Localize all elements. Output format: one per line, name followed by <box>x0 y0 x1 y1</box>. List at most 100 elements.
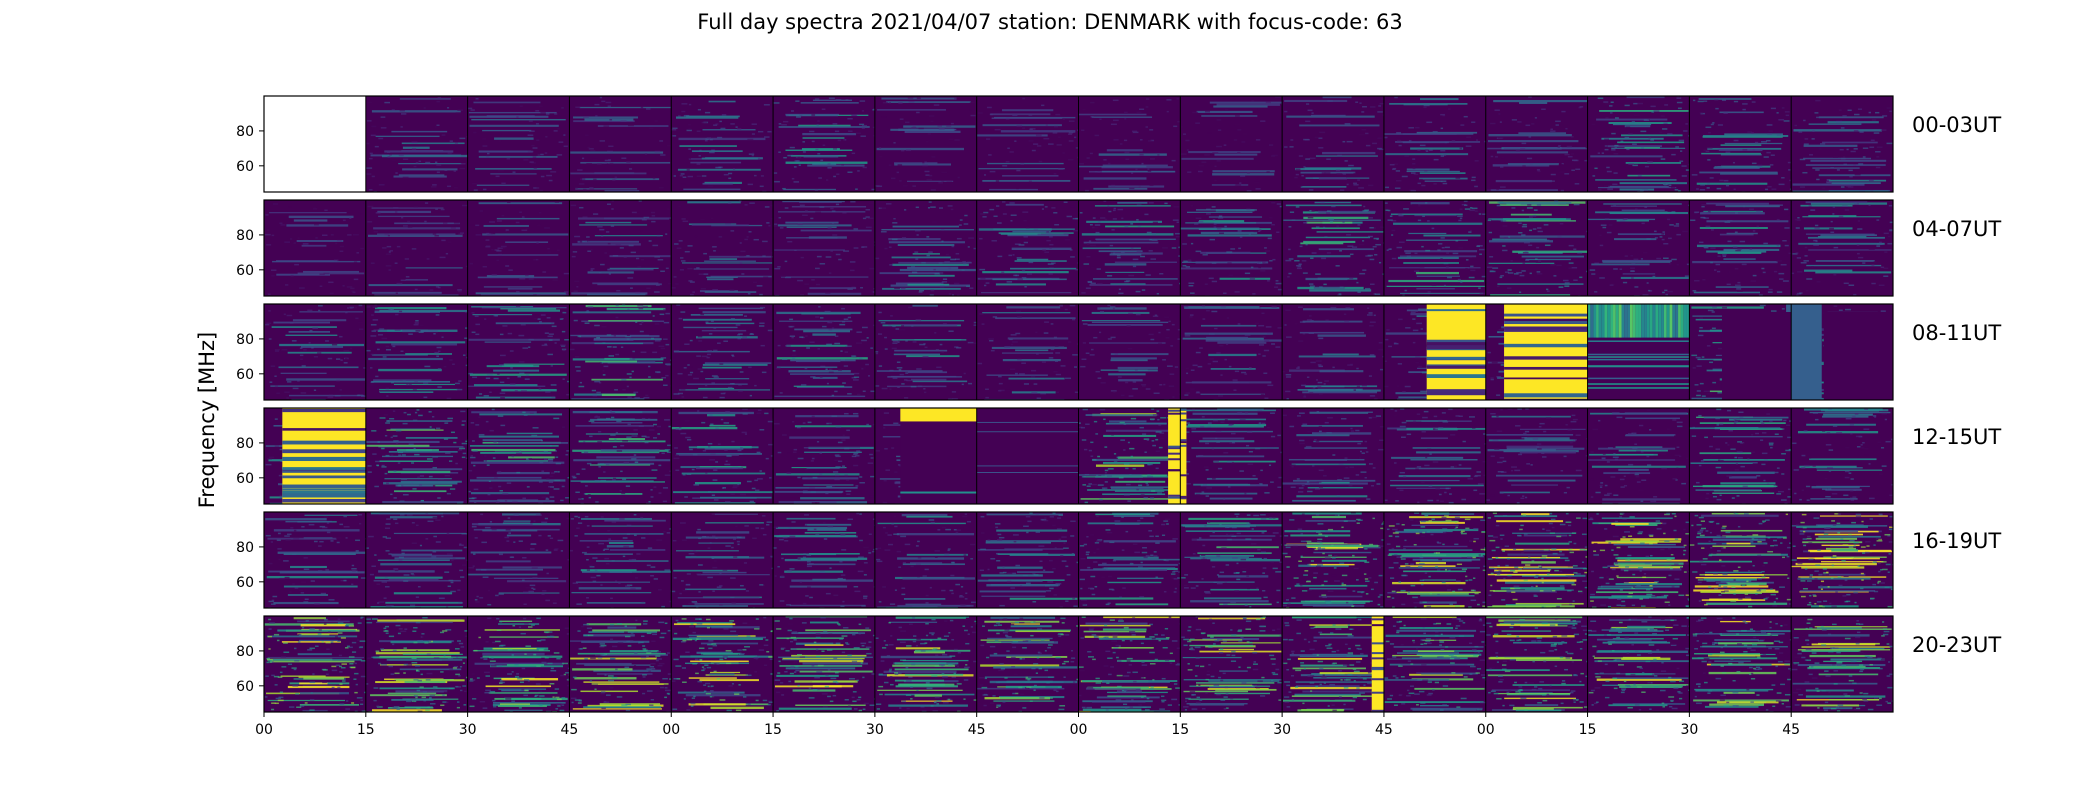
row-frame <box>263 407 1894 505</box>
spectrum-panel <box>1587 616 1690 712</box>
spectrum-panel <box>1282 96 1384 192</box>
row-label: 08-11UT <box>1912 321 2001 345</box>
y-tick-label: 60 <box>236 471 254 487</box>
x-tick-label: 45 <box>561 722 579 738</box>
spectrum-panel <box>1078 616 1181 712</box>
spectrum-panel <box>773 304 875 400</box>
spectrum-panel <box>467 200 570 296</box>
spectrum-panel <box>365 200 468 296</box>
x-tick-label: 15 <box>1171 722 1189 738</box>
spectrum-panel <box>365 616 468 712</box>
spectra-row-04-07UT: 60 80 04-07UT <box>236 199 2001 297</box>
spectrum-panel <box>1282 200 1384 296</box>
x-tick-label: 00 <box>662 722 680 738</box>
row-label: 20-23UT <box>1912 633 2001 657</box>
spectrum-panel <box>1078 512 1181 608</box>
spectrum-panel <box>467 96 570 192</box>
spectrum-panel <box>1689 408 1792 504</box>
spectrum-panel <box>874 304 977 400</box>
spectrum-panel <box>1791 408 1893 504</box>
spectrum-panel <box>1078 408 1181 504</box>
spectrum-panel <box>1689 512 1792 608</box>
spectrum-panel <box>1485 408 1588 504</box>
row-label: 16-19UT <box>1912 529 2001 553</box>
spectrum-panel <box>1791 304 1893 400</box>
spectrum-panel <box>1485 304 1588 400</box>
spectrum-panel <box>365 304 468 400</box>
x-tick-label: 30 <box>1273 722 1291 738</box>
spectrum-panel <box>976 408 1079 504</box>
spectrum-panel <box>1587 96 1690 192</box>
x-tick-label: 30 <box>459 722 477 738</box>
spectrum-panel <box>773 408 875 504</box>
spectrum-panel <box>671 200 774 296</box>
figure-title: Full day spectra 2021/04/07 station: DEN… <box>697 10 1403 34</box>
spectrum-panel <box>874 408 977 504</box>
spectrum-panel <box>467 512 570 608</box>
x-tick-label: 00 <box>255 722 273 738</box>
spectrum-panel <box>1689 96 1792 192</box>
x-tick-label: 30 <box>866 722 884 738</box>
spectrum-panel <box>1180 96 1283 192</box>
spectrum-panel <box>1282 408 1384 504</box>
spectrum-panel <box>1485 96 1588 192</box>
y-tick-label: 60 <box>236 575 254 591</box>
spectrum-panel <box>1587 512 1690 608</box>
spectrum-panel <box>1587 304 1690 400</box>
spectrum-panel <box>1383 512 1486 608</box>
spectrum-panel <box>671 96 774 192</box>
spectrum-panel <box>1078 304 1181 400</box>
spectrum-panel <box>1383 616 1486 712</box>
x-tick-label: 00 <box>1477 722 1495 738</box>
spectrum-panel <box>773 512 875 608</box>
spectrum-panel <box>1180 616 1283 712</box>
spectrum-panel <box>1282 512 1384 608</box>
y-tick-label: 80 <box>236 228 254 244</box>
row-label: 12-15UT <box>1912 425 2001 449</box>
y-tick-label: 60 <box>236 367 254 383</box>
row-frame <box>263 511 1894 609</box>
spectrum-panel <box>1078 200 1181 296</box>
x-tick-label: 15 <box>357 722 375 738</box>
spectrum-panel <box>1485 512 1588 608</box>
spectrum-panel <box>1689 616 1792 712</box>
spectrum-panel <box>264 304 366 400</box>
spectrum-panel <box>874 96 977 192</box>
spectrum-panel <box>1689 200 1792 296</box>
spectra-row-12-15UT: 60 80 12-15UT <box>236 407 2001 505</box>
y-tick-label: 80 <box>236 540 254 556</box>
spectrum-panel <box>1485 200 1588 296</box>
spectrum-panel <box>773 200 875 296</box>
spectrum-panel <box>1180 408 1283 504</box>
spectrum-panel <box>569 96 672 192</box>
spectrum-panel <box>264 512 366 608</box>
spectrum-panel <box>976 616 1079 712</box>
x-tick-label: 45 <box>1375 722 1393 738</box>
y-tick-label: 80 <box>236 644 254 660</box>
spectrum-panel <box>264 408 366 504</box>
y-tick-label: 60 <box>236 159 254 175</box>
spectrum-panel <box>264 96 366 192</box>
y-tick-label: 80 <box>236 332 254 348</box>
spectrum-panel <box>569 512 672 608</box>
spectra-row-20-23UT: 60 80 20-23UT <box>236 615 2001 713</box>
spectrum-panel <box>1180 200 1283 296</box>
spectra-row-08-11UT: 60 80 08-11UT <box>236 303 2001 401</box>
spectrum-panel <box>1791 96 1893 192</box>
y-tick-label: 80 <box>236 436 254 452</box>
spectrum-panel <box>569 304 672 400</box>
spectrum-panel <box>874 512 977 608</box>
spectrum-panel <box>976 512 1079 608</box>
spectrum-panel <box>1282 616 1384 712</box>
x-tick-label: 45 <box>968 722 986 738</box>
spectrum-panel <box>1180 304 1283 400</box>
spectrum-panel <box>467 616 570 712</box>
spectrum-panel <box>671 408 774 504</box>
spectrum-panel <box>1689 304 1792 400</box>
spectrum-panel <box>874 616 977 712</box>
spectrum-panel <box>1180 512 1283 608</box>
spectrum-panel <box>976 304 1079 400</box>
spectrum-panel <box>1791 200 1893 296</box>
y-tick-label: 80 <box>236 124 254 140</box>
